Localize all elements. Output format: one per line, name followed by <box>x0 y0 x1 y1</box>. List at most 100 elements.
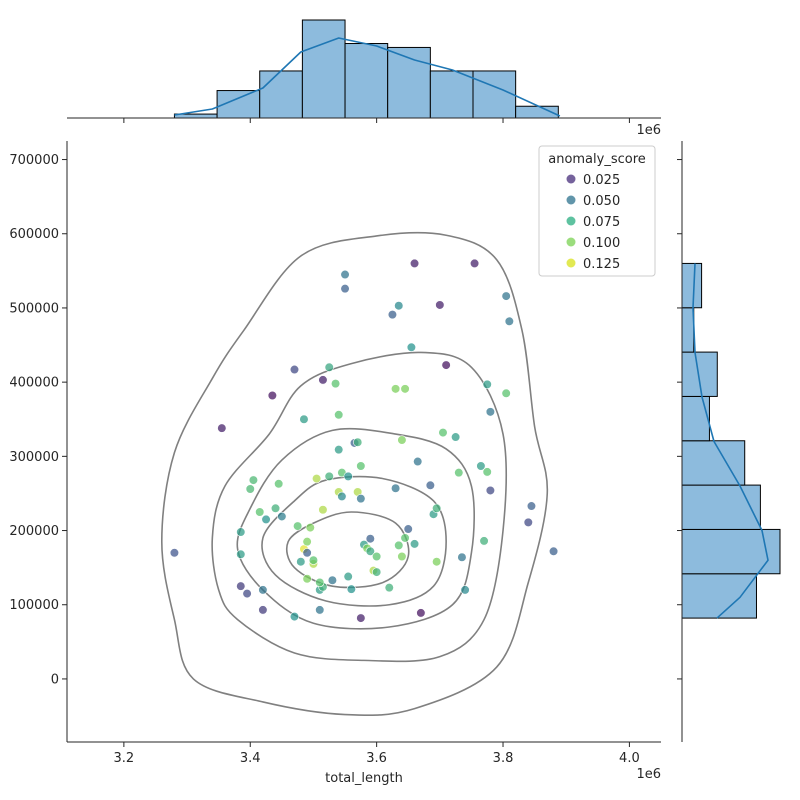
scatter-point <box>390 483 401 493</box>
scatter-point <box>365 546 375 556</box>
y-marginal-histogram <box>677 141 781 742</box>
scatter-point <box>324 362 334 372</box>
scatter-point <box>451 432 461 442</box>
scatter-point <box>416 608 426 618</box>
scatter-point <box>390 384 401 394</box>
y-tick-label: 500000 <box>9 301 59 316</box>
y-tick-label: 700000 <box>9 153 59 168</box>
scatter-point <box>501 388 511 398</box>
y-tick-label: 600000 <box>9 227 59 242</box>
legend-marker <box>566 174 576 184</box>
scatter-point <box>372 567 382 577</box>
kde-contour-0 <box>160 231 549 717</box>
legend-marker <box>566 216 576 226</box>
kde-contour-4 <box>285 511 410 589</box>
legend-title: anomaly_score <box>548 152 646 167</box>
scatter-point <box>457 552 467 562</box>
scatter-point <box>454 468 464 478</box>
legend-marker <box>566 237 576 247</box>
scatter-point <box>315 577 325 588</box>
scatter-point <box>413 456 423 467</box>
scatter-point <box>409 258 420 269</box>
scatter-point <box>432 503 442 513</box>
scatter-point <box>318 375 328 385</box>
scatter-point <box>526 501 537 511</box>
y-histogram-bar <box>681 262 703 309</box>
scatter-point <box>432 557 442 567</box>
scatter-point <box>296 557 306 567</box>
x-tick-label: 3.4 <box>240 751 261 766</box>
scatter-point <box>356 613 366 623</box>
y-tick-label: 100000 <box>9 598 59 613</box>
scatter-point <box>476 461 486 471</box>
scatter-point <box>302 574 312 584</box>
scatter-point <box>289 364 300 375</box>
scatter-point <box>277 511 287 522</box>
scatter-point <box>548 546 559 556</box>
x-kde-curve <box>174 37 561 117</box>
y-tick-label: 400000 <box>9 376 59 391</box>
scatter-point <box>397 551 407 562</box>
scatter-point <box>302 537 312 547</box>
scatter-point <box>337 491 347 502</box>
scatter-point <box>400 533 410 543</box>
legend: anomaly_score 0.025 0.050 0.075 0.100 0.125 <box>538 145 656 277</box>
scatter-point <box>305 522 315 533</box>
y-histogram-bar <box>681 395 710 442</box>
legend-label: 0.025 <box>583 173 620 188</box>
scatter-point <box>372 551 382 562</box>
y-kde-curve <box>692 263 769 619</box>
scatter-point <box>409 539 420 549</box>
scatter-point <box>258 605 268 615</box>
scatter-point <box>435 300 445 310</box>
legend-label: 0.075 <box>583 215 620 230</box>
scatter-point <box>356 494 366 504</box>
x-histogram-bar <box>387 46 431 119</box>
scatter-point <box>400 384 410 394</box>
scatter-point <box>365 534 375 544</box>
scatter-point <box>504 316 514 326</box>
scatter-point <box>274 479 284 489</box>
scatter-point <box>397 435 407 445</box>
x-histogram-bar <box>472 70 517 119</box>
scatter-point <box>330 379 341 389</box>
scatter-point <box>394 301 404 311</box>
scatter-point <box>327 575 338 585</box>
scatter-point <box>501 291 511 301</box>
x-tick-label: 4.0 <box>619 751 640 766</box>
scatter-point <box>324 471 334 481</box>
scatter-point <box>318 505 328 515</box>
scatter-point <box>340 269 350 280</box>
scatter-point <box>334 445 344 455</box>
legend-label: 0.100 <box>583 236 620 251</box>
scatter-point <box>485 407 495 417</box>
scatter-point <box>236 549 246 559</box>
scatter-point <box>485 485 495 496</box>
scatter-point <box>384 583 394 593</box>
x-histogram-bar <box>259 70 303 119</box>
scatter-point <box>302 548 312 558</box>
x-axis-label: total_length <box>325 771 403 786</box>
scatter-point <box>425 480 435 490</box>
scatter-point <box>403 524 413 534</box>
y-histogram-bar <box>681 307 695 353</box>
y-histogram-bar <box>681 573 757 619</box>
joint-scatter-axes: 3.2 3.4 3.6 3.8 4.0 0 100000 200000 300000 400000… <box>9 141 661 766</box>
scatter-point <box>406 342 416 352</box>
scatter-point <box>255 507 265 517</box>
scatter-point <box>482 467 492 477</box>
kde-contour-3 <box>261 475 447 607</box>
scatter-point <box>293 521 303 531</box>
x-axis-offset-label-top: 1e6 <box>636 123 661 138</box>
x-tick-label: 3.8 <box>493 751 514 766</box>
scatter-point <box>387 310 398 320</box>
x-histogram-bar <box>301 19 346 119</box>
legend-label: 0.050 <box>583 194 620 209</box>
scatter-point <box>236 527 246 537</box>
legend-marker <box>566 258 576 268</box>
scatter-point <box>308 555 319 565</box>
scatter-point <box>346 584 356 594</box>
scatter-point <box>169 548 180 558</box>
y-tick-label: 200000 <box>9 524 59 539</box>
